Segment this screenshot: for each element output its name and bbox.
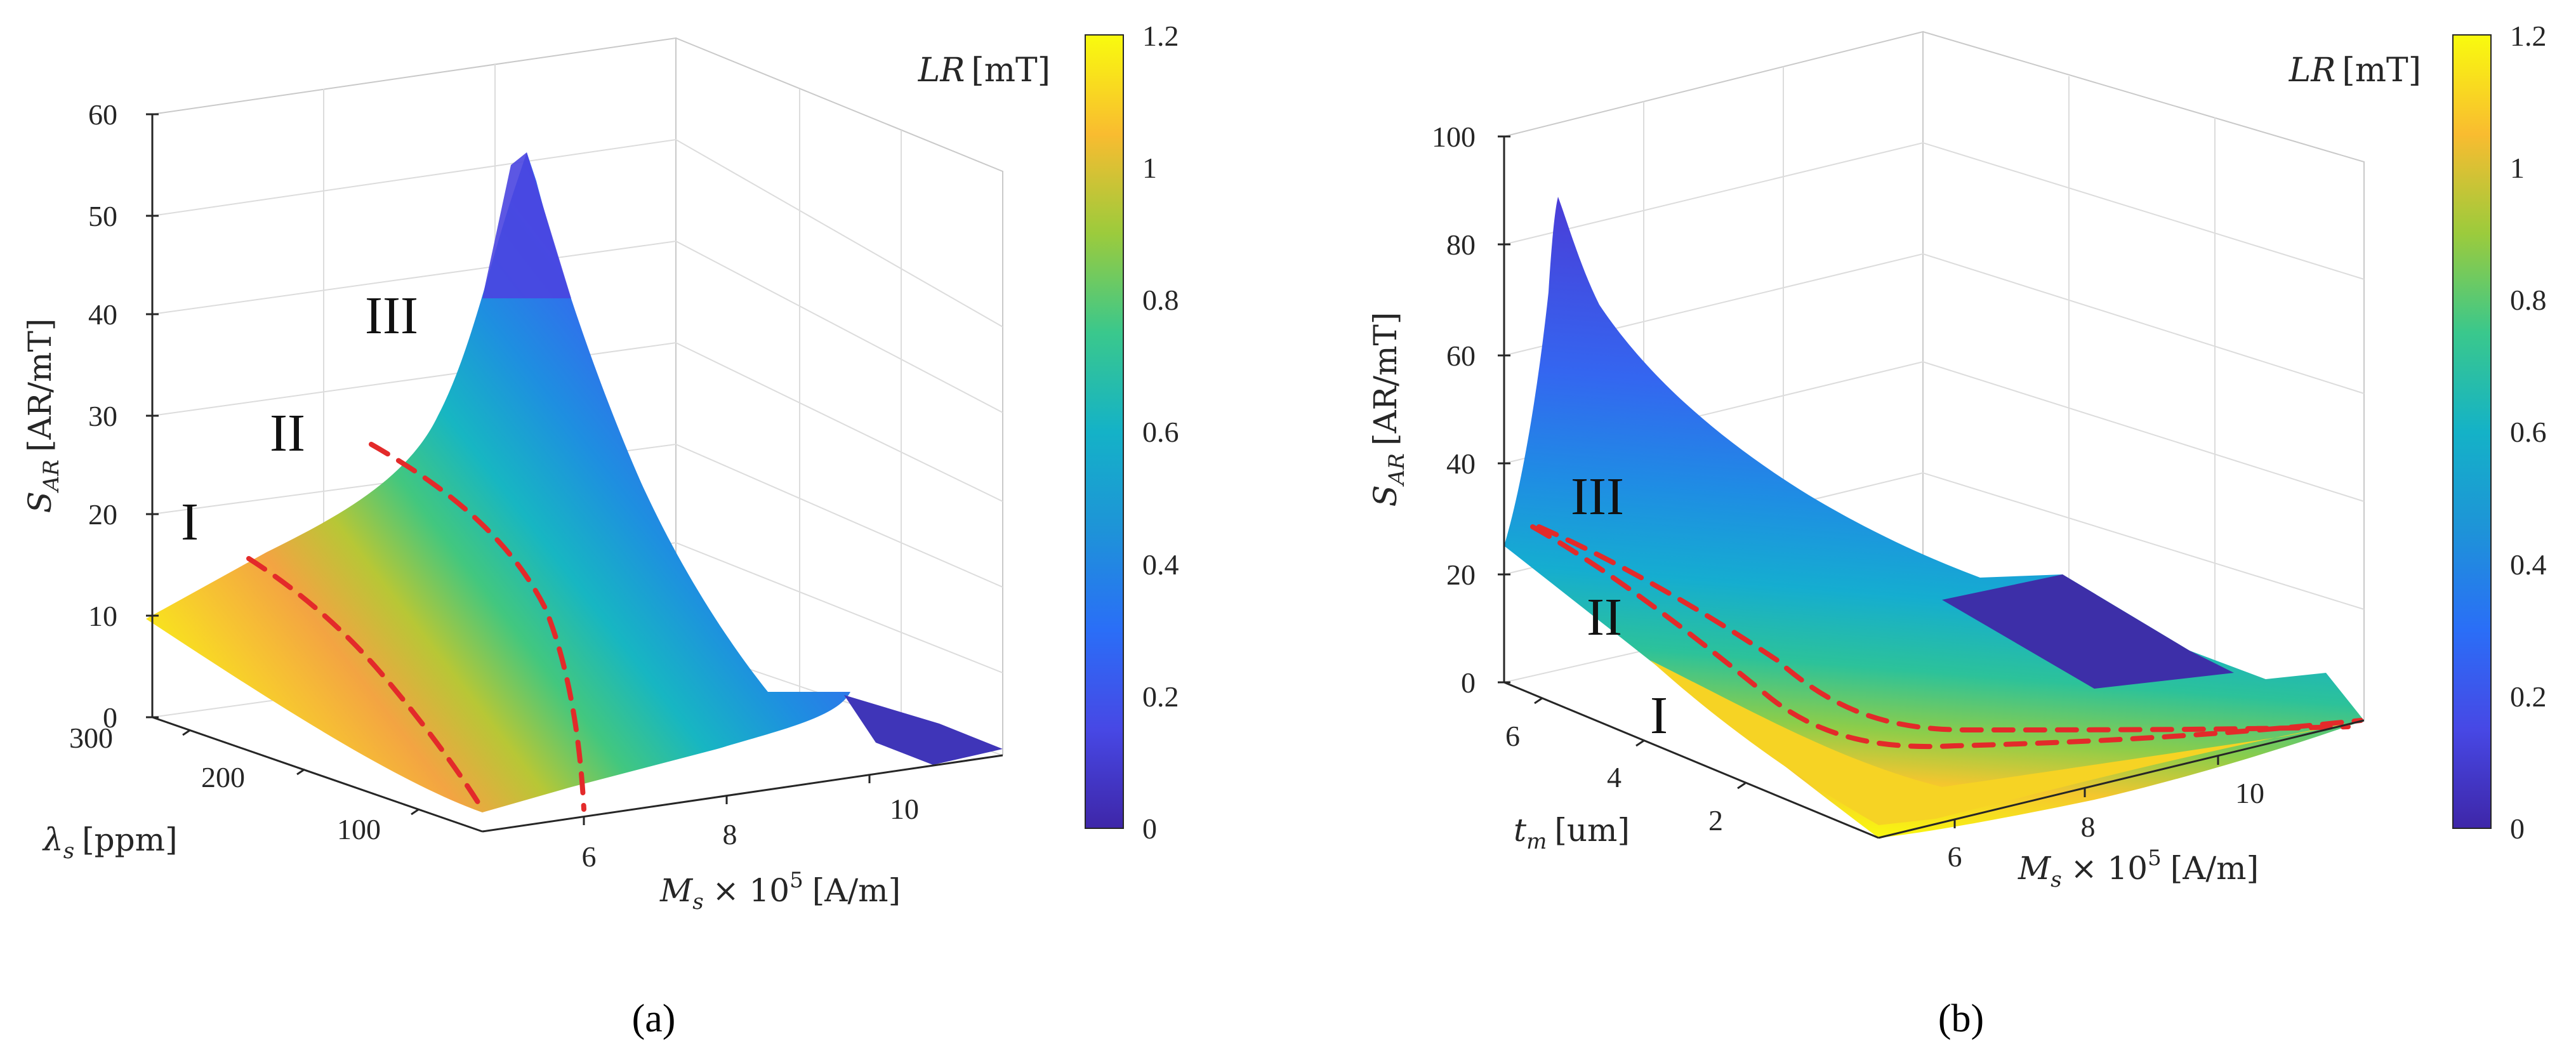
- panel-b-z-tick-label: 60: [1446, 340, 1476, 372]
- panel-a-colorbar-title: LR [mT]: [918, 51, 1050, 89]
- panel-b-y-tick-label: 4: [1607, 761, 1622, 793]
- panel-a-boundary-1: [246, 556, 485, 812]
- panel-b-surface: [1504, 197, 2364, 838]
- panel-a-z-ticks: 0 10 20 30 40 50 60: [88, 98, 159, 734]
- panel-a-colorbar-tick-label: 0.6: [1142, 416, 1179, 448]
- panel-b-y-tick-label: 6: [1505, 720, 1520, 752]
- panel-b-z-ticks: 0 20 40 60 80 100: [1432, 121, 1510, 699]
- panel-a-region-2: II: [270, 404, 305, 463]
- panel-b-surface-edge: [1650, 660, 2364, 825]
- panel-a-colorbar-tick-label: 0: [1142, 812, 1157, 845]
- panel-a-x-ticks: 6 8 10: [582, 775, 919, 873]
- panel-a-z-tick-label: 0: [103, 701, 117, 734]
- panel-b-surface-plateau: [1942, 574, 2234, 689]
- panel-b-x-tick-label: 10: [2235, 777, 2264, 809]
- panel-b-z-tick-label: 40: [1446, 447, 1476, 480]
- panel-a-y-tick-label: 300: [69, 722, 113, 754]
- panel-a-surface-tail: [844, 695, 1003, 765]
- panel-b-colorbar-tick-label: 0.2: [2510, 680, 2547, 713]
- panel-a-boundary-2: [369, 442, 586, 812]
- panel-a-surface: [146, 152, 850, 812]
- panel-a-colorbar-tick-label: 0.4: [1142, 548, 1179, 581]
- panel-a-x-tick-label: 10: [890, 793, 919, 825]
- panel-a-surface-peak: [482, 152, 571, 298]
- panel-b-z-tick-label: 100: [1432, 121, 1476, 153]
- panel-a-y-label: λs [ppm]: [42, 821, 178, 864]
- panel-b-caption: (b): [1938, 997, 1984, 1040]
- panel-b-y-label: tm [um]: [1514, 812, 1630, 854]
- panel-b-region-1: I: [1650, 686, 1668, 745]
- panel-a: I II III 0 10 20 30 40 50 60 SAR[AR/mT]: [22, 20, 1179, 1040]
- panel-b-boundary-2: [1536, 524, 2351, 733]
- panel-b-region-2: II: [1587, 588, 1622, 647]
- panel-a-x-tick-label: 8: [723, 818, 737, 851]
- panel-a-colorbar: [1085, 34, 1124, 829]
- panel-b-colorbar-tick-label: 0: [2510, 812, 2525, 845]
- panel-a-z-tick-label: 60: [88, 98, 117, 131]
- panel-a-caption: (a): [632, 997, 676, 1040]
- panel-b-boundary-1: [1530, 524, 2363, 750]
- panel-b: III II I 0 20 40 60 80 100 SAR[AR/mT] 6: [1367, 20, 2547, 1040]
- panel-b-x-tick-label: 8: [2081, 811, 2096, 843]
- panel-b-colorbar-ticks: 0 0.2 0.4 0.6 0.8 1 1.2: [2510, 20, 2547, 845]
- panel-a-x-tick-label: 6: [582, 840, 597, 873]
- panel-b-region-3: III: [1571, 467, 1624, 526]
- panel-a-colorbar-tick-label: 0.2: [1142, 680, 1179, 713]
- panel-a-y-tick-label: 200: [201, 761, 245, 793]
- panel-a-x-axis: [482, 754, 1003, 833]
- panel-a-y-ticks: 300 200 100: [69, 722, 419, 845]
- panel-a-y-axis: [152, 716, 483, 833]
- panel-a-colorbar-tick-label: 1: [1142, 152, 1157, 184]
- panel-b-colorbar-title: LR [mT]: [2289, 51, 2421, 89]
- panel-b-z-tick-label: 80: [1446, 228, 1476, 261]
- panel-b-x-label: Ms × 105 [A/m]: [2018, 845, 2259, 892]
- panel-b-colorbar-tick-label: 1: [2510, 152, 2525, 184]
- panel-a-z-tick-label: 40: [88, 298, 117, 331]
- panel-a-z-tick-label: 50: [88, 200, 117, 232]
- panel-b-x-ticks: 6 8 10: [1948, 756, 2264, 873]
- panel-a-z-tick-label: 20: [88, 498, 117, 531]
- panel-a-y-tick-label: 100: [337, 813, 381, 845]
- panel-a-region-1: I: [181, 493, 199, 552]
- panel-b-colorbar-tick-label: 1.2: [2510, 20, 2547, 52]
- panel-b-colorbar: [2452, 34, 2492, 829]
- panel-a-colorbar-ticks: 0 0.2 0.4 0.6 0.8 1 1.2: [1142, 20, 1179, 845]
- panel-b-y-ticks: 6 4 2: [1505, 697, 1746, 837]
- panel-a-colorbar-tick-label: 1.2: [1142, 20, 1179, 52]
- panel-a-region-3: III: [365, 286, 418, 345]
- panel-b-z-label: SAR[AR/mT]: [1367, 312, 1410, 507]
- panel-b-z-tick-label: 0: [1461, 666, 1476, 699]
- panel-b-z-tick-label: 20: [1446, 559, 1476, 591]
- panel-b-x-tick-label: 6: [1948, 840, 1962, 873]
- panel-b-colorbar-tick-label: 0.6: [2510, 416, 2547, 448]
- panel-a-colorbar-tick-label: 0.8: [1142, 284, 1179, 316]
- panel-a-z-label: SAR[AR/mT]: [22, 319, 64, 513]
- panel-a-x-label: Ms × 105 [A/m]: [659, 868, 901, 915]
- panel-b-y-tick-label: 2: [1708, 804, 1723, 837]
- panel-b-colorbar-tick-label: 0.8: [2510, 284, 2547, 316]
- panel-a-z-tick-label: 10: [88, 600, 117, 632]
- panel-b-y-axis: [1503, 681, 1879, 839]
- panel-b-colorbar-tick-label: 0.4: [2510, 548, 2547, 581]
- panel-a-z-tick-label: 30: [88, 400, 117, 432]
- panel-b-x-axis: [1878, 719, 2365, 839]
